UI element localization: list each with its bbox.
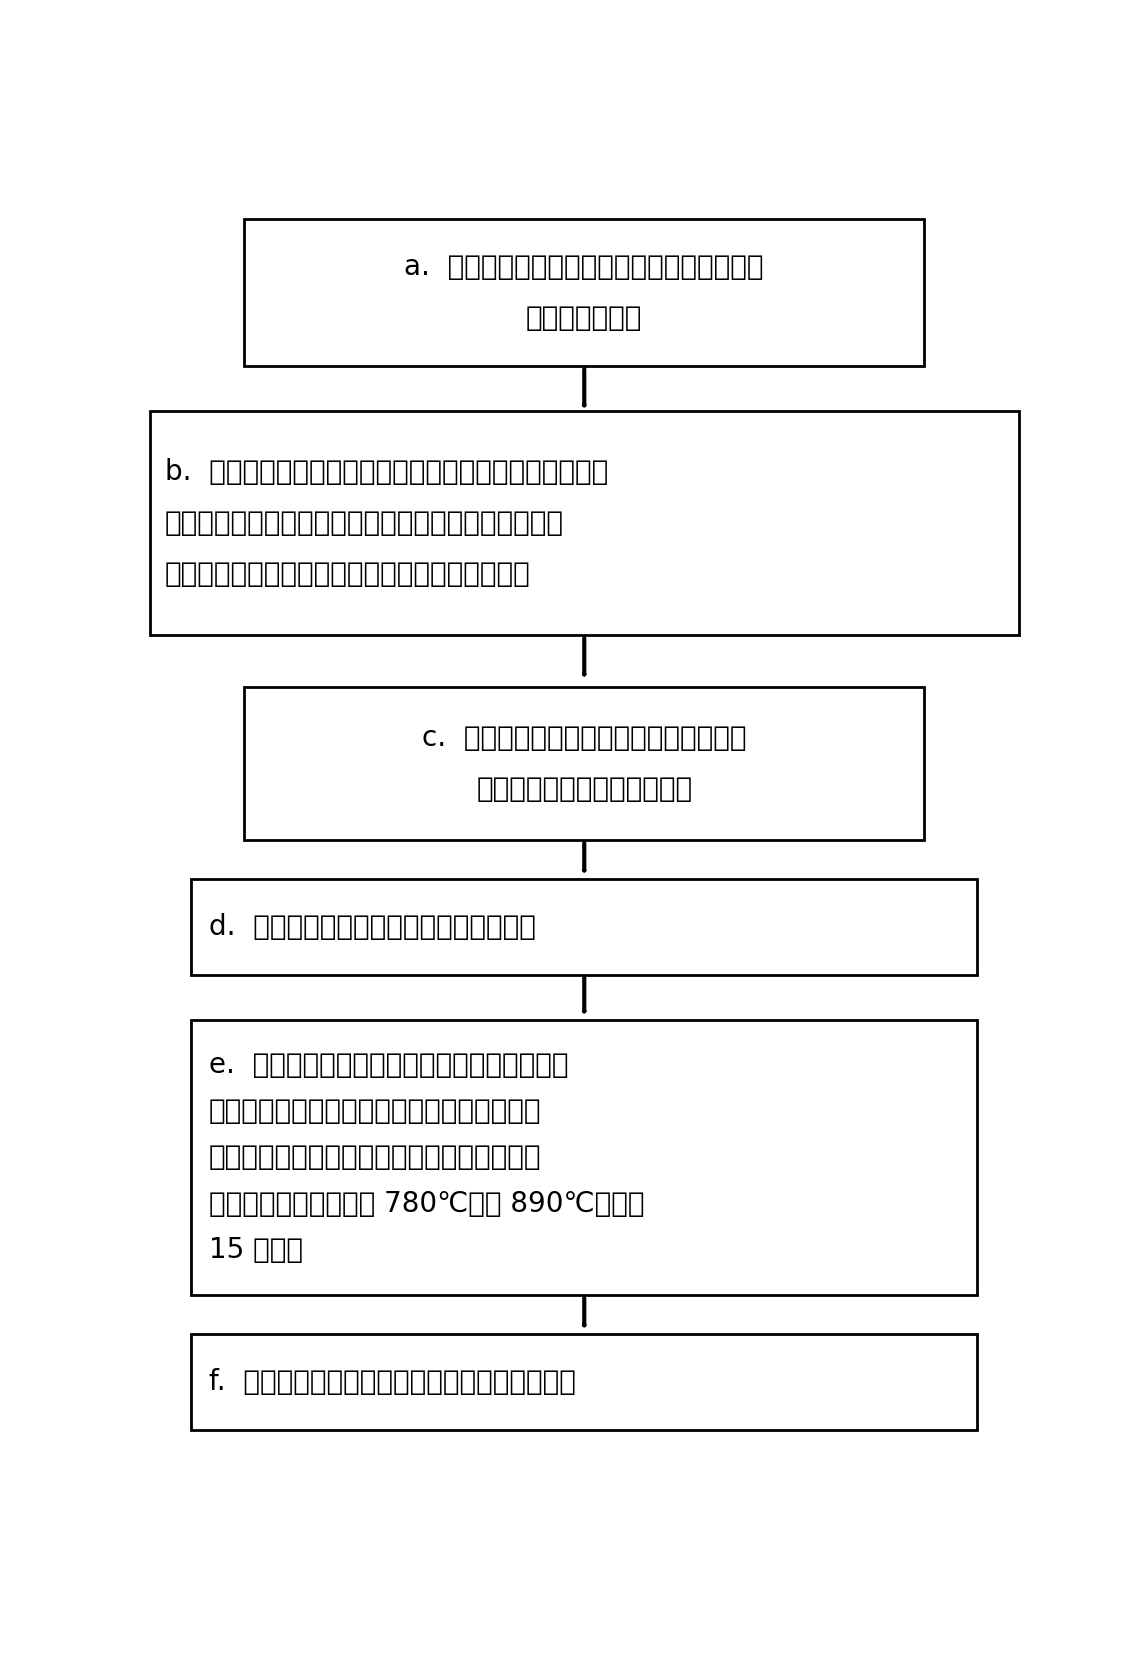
- Bar: [192, 1020, 977, 1295]
- Text: 件结构尺寸大小: 件结构尺寸大小: [526, 305, 643, 333]
- Text: 及反射电压驻波比的模拟和优化计算，使反射电压驻波: 及反射电压驻波比的模拟和优化计算，使反射电压驻波: [164, 509, 563, 537]
- Text: e.  将波导底、波导盖、波导法兰、杆形输能内: e. 将波导底、波导盖、波导法兰、杆形输能内: [209, 1052, 568, 1080]
- Bar: [192, 1333, 977, 1429]
- Bar: [149, 411, 1019, 636]
- Text: 比在工作频带内最小，以最后确定结构参数尺寸；: 比在工作频带内最小，以最后确定结构参数尺寸；: [164, 561, 530, 589]
- Text: d.  对加工完成的零部件去油，用盐酸酸洗: d. 对加工完成的零部件去油，用盐酸酸洗: [209, 914, 536, 940]
- Text: 其配合间用银铜焊料连接，进入氢炉进行焊接: 其配合间用银铜焊料连接，进入氢炉进行焊接: [209, 1143, 542, 1171]
- Text: c.  采用精密机械加工，按照设计尺寸完成: c. 采用精密机械加工，按照设计尺寸完成: [422, 724, 747, 752]
- Text: b.  采用设计软件，建立三维输能结构模型，进行传输特性: b. 采用设计软件，建立三维输能结构模型，进行传输特性: [164, 458, 608, 486]
- Text: 导体、转换头三通一体化结构进行工艺装配，: 导体、转换头三通一体化结构进行工艺装配，: [209, 1097, 542, 1125]
- Text: f.  采用检测设备，测量输能结构反射电压驻波比: f. 采用检测设备，测量输能结构反射电压驻波比: [209, 1368, 576, 1396]
- Bar: [244, 687, 925, 840]
- Bar: [192, 879, 977, 975]
- Text: 15 分钟；: 15 分钟；: [209, 1236, 303, 1263]
- Text: a.  按照设计原理，初步确定波导输能结构零部: a. 按照设计原理，初步确定波导输能结构零部: [405, 253, 764, 281]
- Text: 氢炉中充入氮气，温度 780℃升至 890℃，保温: 氢炉中充入氮气，温度 780℃升至 890℃，保温: [209, 1190, 644, 1218]
- Bar: [244, 220, 925, 366]
- Text: 输能结构各零部件加工制造；: 输能结构各零部件加工制造；: [477, 775, 692, 804]
